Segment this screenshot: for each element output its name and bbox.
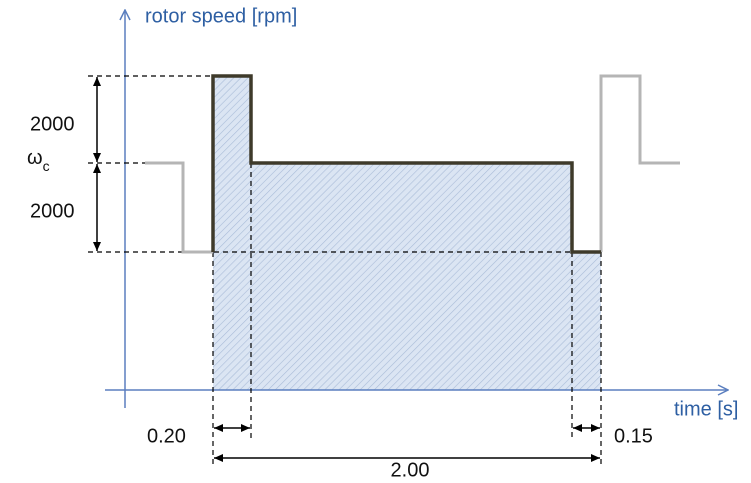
fall-duration-label: 0.15	[614, 425, 653, 447]
guides	[88, 75, 602, 468]
waveform	[211, 74, 601, 254]
next-waveform	[599, 74, 680, 252]
previous-waveform	[145, 161, 213, 254]
x-axis-label: time [s]	[674, 398, 738, 420]
omega: ω	[27, 147, 43, 169]
rise-duration-label: 0.20	[147, 425, 186, 447]
omega-subscript: c	[43, 158, 50, 174]
dimension-arrows	[93, 77, 600, 462]
upper-step-label: 2000	[30, 113, 75, 135]
y-axis-label: rotor speed [rpm]	[145, 5, 297, 27]
total-duration-label: 2.00	[391, 459, 430, 481]
lower-step-label: 2000	[30, 200, 75, 222]
omega-label: ωc	[27, 147, 50, 173]
shaded-area	[213, 76, 601, 390]
